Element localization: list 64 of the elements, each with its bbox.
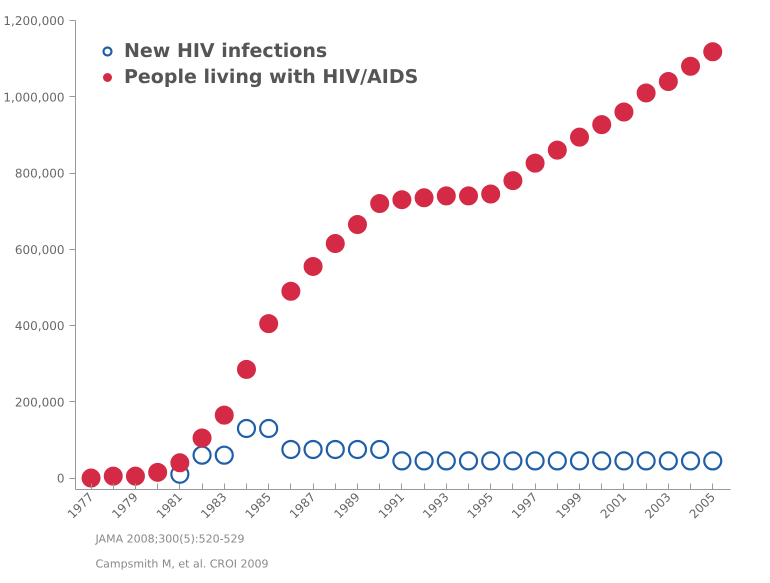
- point: [680, 451, 700, 470]
- point: [570, 128, 590, 147]
- point: [259, 314, 278, 334]
- point: [126, 466, 145, 486]
- y-tick-label: 600,000: [14, 242, 64, 257]
- text: Campsmith M, et al. CROI 2009: [96, 558, 268, 570]
- point: [236, 418, 256, 438]
- point: [236, 360, 256, 379]
- point: [481, 451, 500, 470]
- y-tick-label: 400,000: [14, 319, 64, 334]
- y-tick-label: 200,000: [14, 395, 64, 410]
- legend-label: New HIV infections: [124, 40, 328, 62]
- point: [592, 451, 612, 470]
- point: [570, 451, 590, 470]
- point: [281, 440, 300, 460]
- point: [348, 440, 368, 460]
- point: [526, 451, 545, 470]
- point: [82, 468, 101, 488]
- point: [458, 451, 478, 470]
- point: [681, 56, 700, 76]
- point: [503, 451, 523, 470]
- point: [436, 451, 456, 470]
- point: [703, 42, 722, 62]
- point: [459, 186, 478, 206]
- y-tick-label: 800,000: [14, 166, 64, 181]
- point: [548, 451, 567, 470]
- point: [304, 256, 323, 276]
- point: [348, 215, 367, 234]
- point: [614, 451, 634, 470]
- point: [414, 188, 434, 208]
- point: [436, 186, 456, 206]
- point: [370, 440, 390, 460]
- point: [170, 453, 190, 472]
- point: [414, 451, 434, 470]
- point: [614, 102, 634, 122]
- point: [658, 451, 678, 470]
- point: [481, 184, 500, 204]
- point: [658, 72, 678, 91]
- point: [548, 140, 567, 160]
- y-tick-label: 0: [56, 472, 65, 486]
- text: JAMA 2008;300(5):520-529: [94, 532, 245, 546]
- point: [326, 440, 345, 460]
- point: [703, 451, 722, 470]
- point: [192, 446, 212, 465]
- point: [148, 462, 168, 482]
- point: [392, 451, 412, 470]
- point: [326, 234, 345, 254]
- point: [370, 194, 390, 214]
- point: [192, 428, 212, 448]
- point: [281, 282, 300, 301]
- point: [259, 418, 278, 438]
- point: [303, 440, 323, 460]
- legend-label: People living with HIV/AIDS: [124, 66, 418, 88]
- point: [392, 190, 412, 210]
- point: [503, 171, 522, 190]
- point: [526, 154, 545, 173]
- y-tick-label: 1,200,000: [3, 14, 65, 28]
- point: [214, 406, 234, 425]
- point: [636, 83, 656, 102]
- point: [592, 115, 612, 134]
- point: [214, 446, 234, 465]
- point: [636, 451, 656, 470]
- y-tick-label: 1,000,000: [3, 90, 65, 104]
- point: [104, 466, 123, 486]
